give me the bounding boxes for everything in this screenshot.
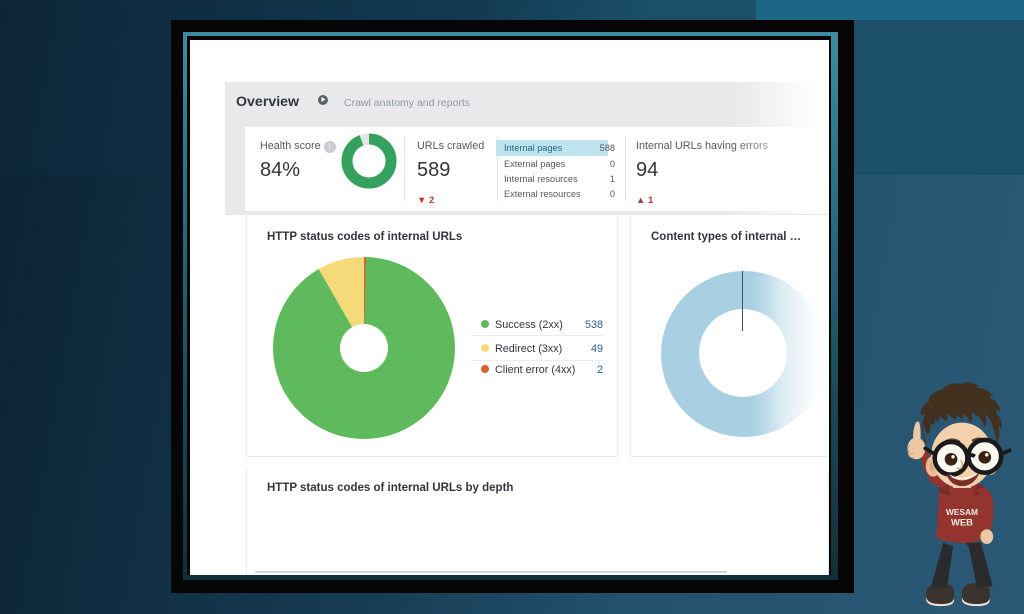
svg-text:WESAM: WESAM — [946, 507, 978, 517]
svg-text:WEB: WEB — [951, 517, 973, 528]
